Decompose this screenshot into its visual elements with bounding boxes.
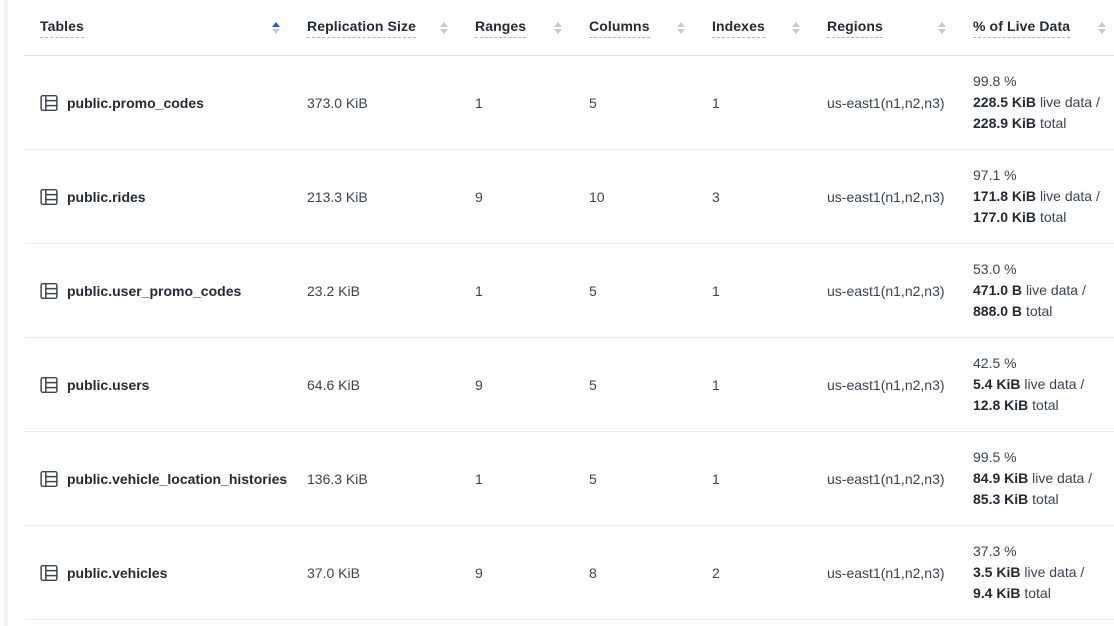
table-name-link[interactable]: public.vehicles [67,564,168,581]
live-data-cell: 37.3 % 3.5 KiB live data / 9.4 KiB total [973,541,1114,604]
column-header-label[interactable]: Tables [40,18,84,38]
columns-cell: 10 [589,188,605,205]
live-size-line: 5.4 KiB live data / [973,376,1085,392]
live-data-cell: 53.0 % 471.0 B live data / 888.0 B total [973,259,1114,322]
column-header-label[interactable]: Replication Size [307,18,416,38]
table-name-link[interactable]: public.vehicle_location_histories [67,470,288,487]
column-header-label[interactable]: % of Live Data [973,18,1071,38]
indexes-cell: 1 [712,376,720,393]
replication-size-cell: 64.6 KiB [307,376,360,393]
total-size-line: 85.3 KiB total [973,491,1059,507]
total-size-line: 177.0 KiB total [973,209,1067,225]
table-row[interactable]: public.promo_codes 373.0 KiB 1 5 1 us-ea… [24,56,1114,150]
column-header-indexes[interactable]: Indexes [712,0,827,55]
live-data-cell: 99.8 % 228.5 KiB live data / 228.9 KiB t… [973,71,1114,134]
columns-cell: 5 [589,94,597,111]
column-header-label[interactable]: Ranges [475,18,527,38]
replication-size-cell: 37.0 KiB [307,564,360,581]
sort-icon[interactable] [272,21,280,34]
page-left-edge [4,0,8,626]
total-size-line: 888.0 B total [973,303,1053,319]
ranges-cell: 1 [475,282,483,299]
regions-cell: us-east1(n1,n2,n3) [827,94,945,111]
live-percent: 37.3 % [973,543,1017,559]
total-size-line: 12.8 KiB total [973,397,1059,413]
sort-icon[interactable] [677,21,685,34]
replication-size-cell: 23.2 KiB [307,282,360,299]
columns-cell: 5 [589,376,597,393]
table-name-link[interactable]: public.users [67,376,150,393]
table-name-link[interactable]: public.promo_codes [67,94,204,111]
tables-table: Tables Replication Size Ranges Columns I… [24,0,1114,620]
ranges-cell: 9 [475,376,483,393]
indexes-cell: 3 [712,188,720,205]
live-size-line: 3.5 KiB live data / [973,564,1085,580]
sort-icon[interactable] [554,21,562,34]
indexes-cell: 1 [712,282,720,299]
live-size-line: 84.9 KiB live data / [973,470,1093,486]
column-header-label[interactable]: Indexes [712,18,765,38]
live-size-line: 471.0 B live data / [973,282,1086,298]
ranges-cell: 9 [475,564,483,581]
columns-cell: 5 [589,282,597,299]
sort-icon[interactable] [1098,21,1106,34]
live-size-line: 228.5 KiB live data / [973,94,1100,110]
regions-cell: us-east1(n1,n2,n3) [827,470,945,487]
column-header-columns[interactable]: Columns [589,0,712,55]
regions-cell: us-east1(n1,n2,n3) [827,188,945,205]
column-header-regions[interactable]: Regions [827,0,973,55]
table-icon [40,188,58,206]
column-header-ranges[interactable]: Ranges [475,0,589,55]
live-data-cell: 42.5 % 5.4 KiB live data / 12.8 KiB tota… [973,353,1114,416]
table-row[interactable]: public.users 64.6 KiB 9 5 1 us-east1(n1,… [24,338,1114,432]
table-row[interactable]: public.rides 213.3 KiB 9 10 3 us-east1(n… [24,150,1114,244]
regions-cell: us-east1(n1,n2,n3) [827,564,945,581]
live-percent: 53.0 % [973,261,1017,277]
total-size-line: 9.4 KiB total [973,585,1051,601]
table-name-link[interactable]: public.user_promo_codes [67,282,242,299]
live-percent: 99.8 % [973,73,1017,89]
replication-size-cell: 213.3 KiB [307,188,368,205]
regions-cell: us-east1(n1,n2,n3) [827,282,945,299]
table-row[interactable]: public.user_promo_codes 23.2 KiB 1 5 1 u… [24,244,1114,338]
table-icon [40,564,58,582]
live-percent: 97.1 % [973,167,1017,183]
table-icon [40,470,58,488]
table-icon [40,282,58,300]
live-percent: 42.5 % [973,355,1017,371]
total-size-line: 228.9 KiB total [973,115,1067,131]
column-header-live-data[interactable]: % of Live Data [973,0,1114,55]
column-header-label[interactable]: Regions [827,18,883,38]
live-data-cell: 99.5 % 84.9 KiB live data / 85.3 KiB tot… [973,447,1114,510]
columns-cell: 5 [589,470,597,487]
ranges-cell: 1 [475,94,483,111]
table-name-link[interactable]: public.rides [67,188,146,205]
table-row[interactable]: public.vehicles 37.0 KiB 9 8 2 us-east1(… [24,526,1114,620]
ranges-cell: 1 [475,470,483,487]
table-icon [40,376,58,394]
columns-cell: 8 [589,564,597,581]
sort-icon[interactable] [938,21,946,34]
table-header-row: Tables Replication Size Ranges Columns I… [24,0,1114,56]
column-header-tables[interactable]: Tables [24,0,307,55]
table-row[interactable]: public.vehicle_location_histories 136.3 … [24,432,1114,526]
live-size-line: 171.8 KiB live data / [973,188,1100,204]
column-header-label[interactable]: Columns [589,18,650,38]
table-icon [40,94,58,112]
sort-icon[interactable] [792,21,800,34]
indexes-cell: 2 [712,564,720,581]
ranges-cell: 9 [475,188,483,205]
live-percent: 99.5 % [973,449,1017,465]
column-header-replication-size[interactable]: Replication Size [307,0,475,55]
indexes-cell: 1 [712,94,720,111]
sort-icon[interactable] [440,21,448,34]
replication-size-cell: 136.3 KiB [307,470,368,487]
replication-size-cell: 373.0 KiB [307,94,368,111]
live-data-cell: 97.1 % 171.8 KiB live data / 177.0 KiB t… [973,165,1114,228]
indexes-cell: 1 [712,470,720,487]
regions-cell: us-east1(n1,n2,n3) [827,376,945,393]
